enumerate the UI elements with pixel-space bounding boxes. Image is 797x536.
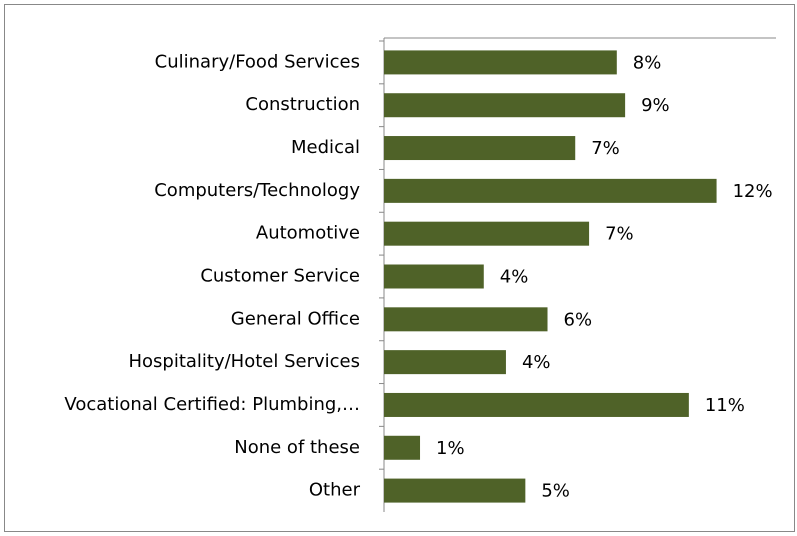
category-label: Medical bbox=[291, 137, 360, 158]
bar bbox=[384, 307, 548, 332]
value-label: 11% bbox=[705, 395, 745, 416]
value-label: 6% bbox=[564, 309, 593, 330]
bar bbox=[384, 93, 626, 118]
bar bbox=[384, 136, 576, 161]
value-label: 5% bbox=[541, 481, 570, 502]
value-label: 8% bbox=[633, 52, 662, 73]
value-label: 7% bbox=[605, 224, 634, 245]
value-label: 4% bbox=[522, 352, 551, 373]
value-label: 4% bbox=[500, 267, 529, 288]
category-label: Other bbox=[309, 480, 361, 501]
category-label: None of these bbox=[234, 437, 360, 458]
category-label: Automotive bbox=[256, 223, 360, 244]
bar bbox=[384, 264, 484, 289]
category-label: Customer Service bbox=[200, 266, 360, 287]
value-label: 7% bbox=[591, 138, 620, 159]
bar bbox=[384, 478, 526, 503]
value-label: 12% bbox=[733, 181, 773, 202]
bar bbox=[384, 435, 421, 460]
bar bbox=[384, 178, 717, 203]
bar bbox=[384, 221, 590, 246]
bar bbox=[384, 50, 617, 75]
bar bbox=[384, 350, 506, 375]
category-label: Construction bbox=[245, 94, 360, 115]
category-label: Culinary/Food Services bbox=[155, 51, 360, 72]
category-label: Vocational Certified: Plumbing,… bbox=[64, 394, 360, 415]
value-label: 1% bbox=[436, 438, 465, 459]
value-label: 9% bbox=[641, 95, 670, 116]
category-label: General Office bbox=[231, 308, 360, 329]
bar bbox=[384, 392, 689, 417]
category-label: Hospitality/Hotel Services bbox=[128, 351, 360, 372]
category-label: Computers/Technology bbox=[154, 180, 360, 201]
